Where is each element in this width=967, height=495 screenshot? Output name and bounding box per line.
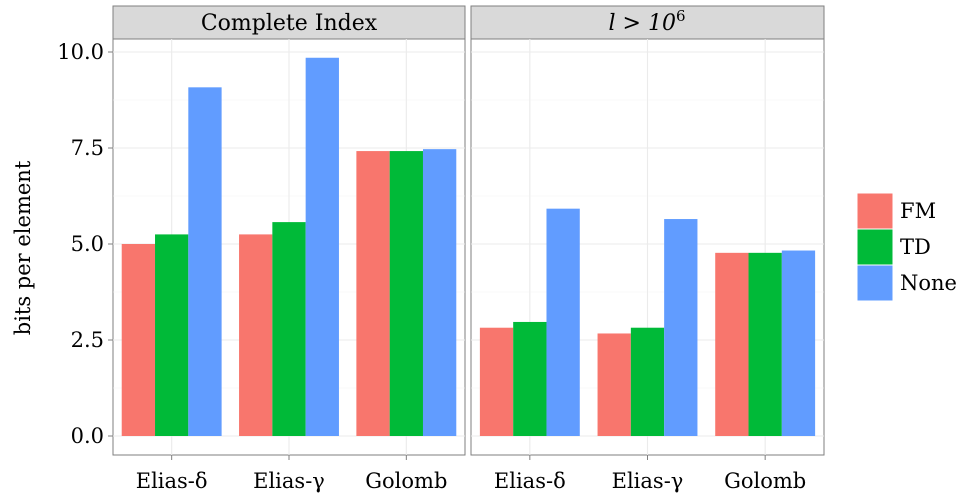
- bar-fm: [121, 244, 156, 436]
- bar-td: [389, 151, 423, 436]
- facet-complete-index: Complete Index Elias-δ Elias-γ Golomb: [112, 5, 466, 493]
- x-tick-label: Golomb: [365, 469, 447, 493]
- legend-key-td: [856, 228, 894, 266]
- bar-td: [748, 252, 782, 436]
- x-tick-label: Elias-γ: [253, 469, 325, 493]
- bar-fm: [597, 333, 631, 436]
- bar-none: [305, 57, 339, 436]
- facet-strip: [470, 5, 825, 40]
- bars: [479, 208, 816, 436]
- y-tick-label: 10.0: [57, 40, 104, 64]
- x-tick-label: Golomb: [724, 469, 806, 493]
- legend-key-fm: [856, 192, 894, 230]
- bar-fm: [239, 234, 273, 436]
- facet-strip: [112, 5, 466, 40]
- facet-title: Complete Index: [201, 11, 378, 36]
- y-tick-label: 5.0: [71, 232, 104, 256]
- facet-title-prefix: l > 10: [609, 11, 676, 36]
- y-tick-label: 7.5: [71, 136, 104, 160]
- bar-td: [272, 222, 306, 436]
- x-tick-label: Elias-δ: [136, 469, 208, 493]
- legend-label-none: None: [900, 271, 957, 295]
- x-ticks: Elias-δ Elias-γ Golomb: [494, 455, 806, 493]
- bar-none: [781, 250, 816, 436]
- bar-fm: [715, 252, 749, 436]
- legend-label-fm: FM: [900, 199, 936, 223]
- bars: [121, 57, 457, 437]
- bar-none: [664, 219, 698, 436]
- bar-none: [546, 208, 580, 436]
- bar-none: [422, 149, 457, 437]
- bar-td: [155, 234, 189, 436]
- x-ticks: Elias-δ Elias-γ Golomb: [136, 455, 447, 493]
- bar-td: [513, 321, 547, 436]
- legend-key-none: [856, 264, 894, 302]
- y-axis-title: bits per element: [11, 160, 35, 335]
- bar-fm: [479, 327, 514, 436]
- y-tick-label: 0.0: [71, 424, 104, 448]
- y-ticks: 0.0 2.5 5.0 7.5 10.0: [57, 40, 113, 448]
- facet-title: l > 106: [609, 7, 686, 36]
- bar-none: [188, 87, 222, 436]
- bar-td: [630, 327, 665, 436]
- facet-title-superscript: 6: [676, 7, 686, 25]
- bar-fm: [356, 151, 390, 436]
- legend-label-td: TD: [900, 235, 931, 259]
- y-tick-label: 2.5: [71, 328, 104, 352]
- facet-l-gt-10-6: l > 106 Elias-δ Elias-γ Golomb: [470, 5, 825, 493]
- legend: FM TD None: [856, 192, 957, 302]
- x-tick-label: Elias-γ: [612, 469, 684, 493]
- x-tick-label: Elias-δ: [494, 469, 566, 493]
